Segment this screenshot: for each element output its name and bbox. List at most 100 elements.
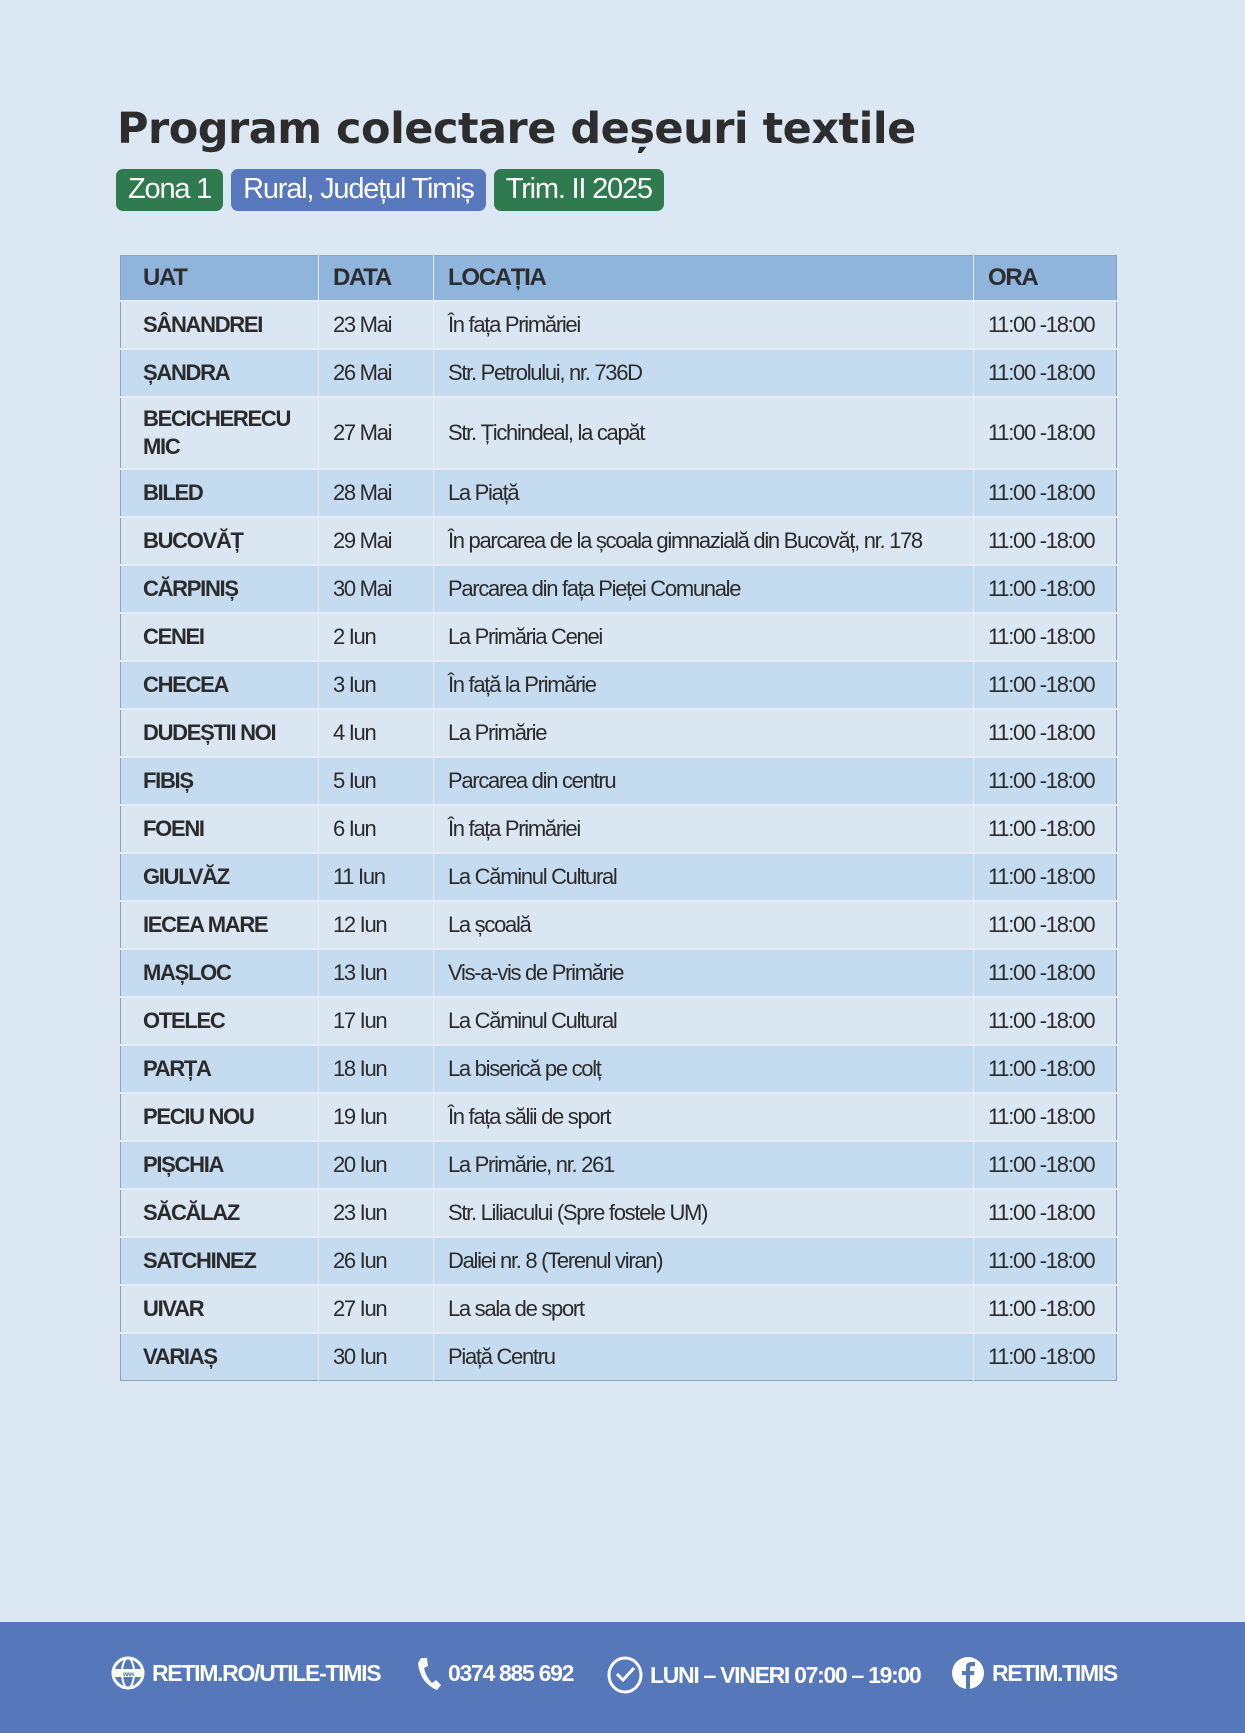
uat-cell: BUCOVĂȚ [120,516,319,565]
location-cell: Parcarea din fața Pieței Comunale [433,564,974,613]
table-row: UIVAR 27 Iun La sala de sport 11:00 -18:00 [120,1284,1117,1333]
time-cell: 11:00 -18:00 [973,756,1117,805]
header-locatia: LOCAȚIA [433,255,974,301]
footer-hours: LUNI – VINERI 07:00 – 19:00 [606,1655,922,1695]
time-cell: 11:00 -18:00 [973,396,1117,469]
date-cell: 6 Iun [318,804,434,853]
clock-check-icon [607,1656,643,1694]
table-row: PIȘCHIA 20 Iun La Primărie, nr. 261 11:00 -… [120,1140,1117,1189]
uat-cell: MAȘLOC [120,948,319,997]
location-cell: La Piață [433,468,974,517]
date-cell: 30 Mai [318,564,434,613]
area-badge: Rural, Județul Timiș [231,169,486,211]
uat-cell: SÂNANDREI [120,300,319,349]
time-cell: 11:00 -18:00 [973,468,1117,517]
time-cell: 11:00 -18:00 [973,996,1117,1045]
phone-icon [418,1658,441,1690]
table-row: PARȚA 18 Iun La biserică pe colț 11:00 -18:… [120,1044,1117,1093]
location-cell: În fața Primăriei [433,300,974,349]
table-row: DUDEȘTII NOI 4 Iun La Primărie 11:00 -18:00 [120,708,1117,757]
date-cell: 29 Mai [318,516,434,565]
date-cell: 23 Mai [318,300,434,349]
footer-website[interactable]: www RETIM.RO/UTILE-TIMIS [110,1655,382,1691]
time-cell: 11:00 -18:00 [973,1236,1117,1285]
website-text: RETIM.RO/UTILE-TIMIS [152,1659,382,1686]
uat-cell: PIȘCHIA [120,1140,319,1189]
location-cell: La școală [433,900,974,949]
time-cell: 11:00 -18:00 [973,660,1117,709]
uat-cell: GIULVĂZ [120,852,319,901]
date-cell: 12 Iun [318,900,434,949]
location-cell: Parcarea din centru [433,756,974,805]
uat-cell: PARȚA [120,1044,319,1093]
date-cell: 28 Mai [318,468,434,517]
time-cell: 11:00 -18:00 [973,612,1117,661]
time-cell: 11:00 -18:00 [973,516,1117,565]
location-cell: Piață Centru [433,1332,974,1381]
header-ora: ORA [973,255,1117,301]
table-row: IECEA MARE 12 Iun La școală 11:00 -18:00 [120,900,1117,949]
location-cell: În fața sălii de sport [433,1092,974,1141]
table-row: BECICHERECU MIC 27 Mai Str. Țichindeal, la… [120,396,1117,469]
date-cell: 26 Mai [318,348,434,397]
table-row: FOENI 6 Iun În fața Primăriei 11:00 -18:00 [120,804,1117,853]
date-cell: 11 Iun [318,852,434,901]
table-row: CENEI 2 Iun La Primăria Cenei 11:00 -18:00 [120,612,1117,661]
table-row: CHECEA 3 Iun În față la Primărie 11:00 -18:… [120,660,1117,709]
time-cell: 11:00 -18:00 [973,300,1117,349]
facebook-icon [952,1657,984,1689]
date-cell: 20 Iun [318,1140,434,1189]
location-cell: În parcarea de la școala gimnazială din … [433,516,974,565]
time-cell: 11:00 -18:00 [973,948,1117,997]
footer-phone[interactable]: 0374 885 692 [416,1655,574,1691]
table-row: GIULVĂZ 11 Iun La Căminul Cultural 11:00 -1… [120,852,1117,901]
table-body: SÂNANDREI 23 Mai În fața Primăriei 11:00 -1… [120,300,1117,1381]
header-data: DATA [318,255,434,301]
time-cell: 11:00 -18:00 [973,852,1117,901]
footer-facebook[interactable]: RETIM.TIMIS [950,1655,1118,1691]
location-cell: La Primărie [433,708,974,757]
phone-text: 0374 885 692 [448,1659,574,1686]
table-row: BILED 28 Mai La Piață 11:00 -18:00 [120,468,1117,517]
time-cell: 11:00 -18:00 [973,564,1117,613]
table-row: ȘANDRA 26 Mai Str. Petrolului, nr. 736D 11:… [120,348,1117,397]
uat-cell: BECICHERECU MIC [120,396,319,469]
uat-cell: IECEA MARE [120,900,319,949]
uat-cell: SĂCĂLAZ [120,1188,319,1237]
uat-cell: BILED [120,468,319,517]
table-row: BUCOVĂȚ 29 Mai În parcarea de la școala gi… [120,516,1117,565]
uat-cell: SATCHINEZ [120,1236,319,1285]
svg-text:www: www [122,1672,135,1678]
date-cell: 3 Iun [318,660,434,709]
time-cell: 11:00 -18:00 [973,1044,1117,1093]
quarter-badge: Trim. II 2025 [493,169,664,211]
location-cell: La Primărie, nr. 261 [433,1140,974,1189]
time-cell: 11:00 -18:00 [973,1284,1117,1333]
time-cell: 11:00 -18:00 [973,900,1117,949]
location-cell: Str. Petrolului, nr. 736D [433,348,974,397]
schedule-table: UAT DATA LOCAȚIA ORA SÂNANDREI 23 Mai În f… [120,255,1117,1381]
location-cell: În fața Primăriei [433,804,974,853]
date-cell: 5 Iun [318,756,434,805]
table-header-row: UAT DATA LOCAȚIA ORA [120,255,1117,301]
date-cell: 19 Iun [318,1092,434,1141]
date-cell: 26 Iun [318,1236,434,1285]
location-cell: La Primăria Cenei [433,612,974,661]
time-cell: 11:00 -18:00 [973,348,1117,397]
table-row: OTELEC 17 Iun La Căminul Cultural 11:00 -18… [120,996,1117,1045]
date-cell: 4 Iun [318,708,434,757]
date-cell: 18 Iun [318,1044,434,1093]
uat-cell: FIBIȘ [120,756,319,805]
table-row: SATCHINEZ 26 Iun Daliei nr. 8 (Terenul vir… [120,1236,1117,1285]
table-row: FIBIȘ 5 Iun Parcarea din centru 11:00 -18:0… [120,756,1117,805]
date-cell: 2 Iun [318,612,434,661]
table-row: SĂCĂLAZ 23 Iun Str. Liliacului (Spre foste… [120,1188,1117,1237]
uat-cell: ȘANDRA [120,348,319,397]
location-cell: Str. Țichindeal, la capăt [433,396,974,469]
location-cell: La Căminul Cultural [433,852,974,901]
date-cell: 13 Iun [318,948,434,997]
table-row: SÂNANDREI 23 Mai În fața Primăriei 11:00 -1… [120,300,1117,349]
uat-cell: CENEI [120,612,319,661]
zone-badge: Zona 1 [116,169,224,211]
location-cell: La Căminul Cultural [433,996,974,1045]
